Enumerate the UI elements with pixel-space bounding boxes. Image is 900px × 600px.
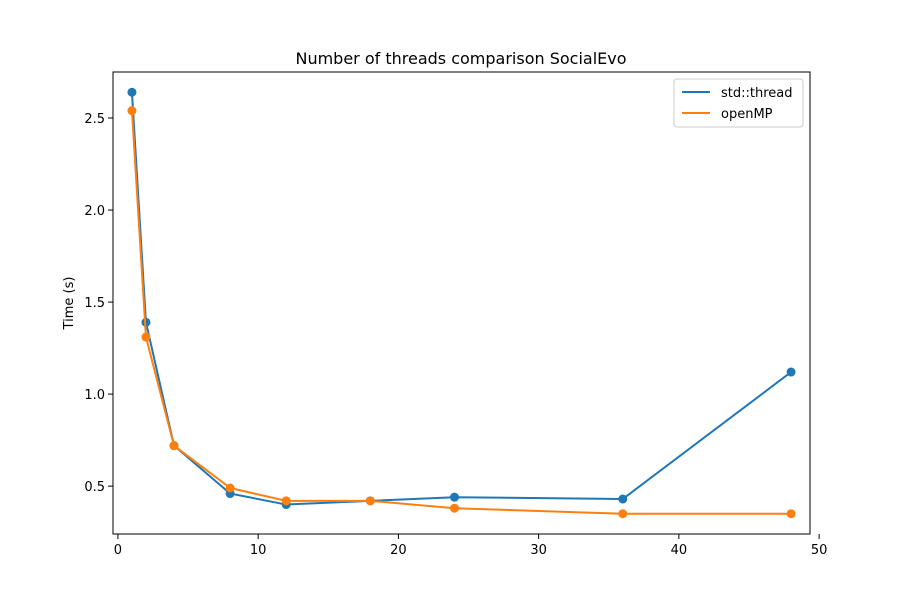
data-point-openmp bbox=[141, 332, 151, 342]
data-point-openmp bbox=[225, 483, 235, 493]
data-point-openmp bbox=[365, 496, 375, 506]
data-point-openmp bbox=[281, 496, 291, 506]
y-tick-label: 2.5 bbox=[84, 112, 105, 127]
series-line-openmp bbox=[130, 110, 792, 515]
plot-frame bbox=[112, 71, 811, 535]
series-line-std-thread bbox=[130, 92, 792, 506]
data-point-openmp bbox=[169, 441, 179, 451]
data-point-openmp bbox=[127, 106, 137, 116]
y-tick-label: 1.5 bbox=[84, 296, 105, 311]
x-tick-label: 40 bbox=[671, 543, 688, 558]
data-point-openmp bbox=[786, 509, 796, 519]
y-tick-label: 0.5 bbox=[84, 480, 105, 495]
x-tick-label: 0 bbox=[114, 543, 122, 558]
x-tick-label: 20 bbox=[390, 543, 407, 558]
y-tick-label: 2.0 bbox=[84, 204, 105, 219]
x-tick-label: 10 bbox=[250, 543, 267, 558]
data-point-std-thread bbox=[618, 494, 628, 504]
y-tick-label: 1.0 bbox=[84, 388, 105, 403]
chart-title: Number of threads comparison SocialEvo bbox=[295, 49, 626, 68]
plot-area: 0 10 20 30 40 50 0.5 1.0 1.5 2.0 2.5 std::threadope… bbox=[84, 71, 828, 558]
x-tick-label: 50 bbox=[811, 543, 828, 558]
data-point-openmp bbox=[449, 503, 459, 513]
legend-label: std::thread bbox=[721, 86, 793, 101]
data-point-openmp bbox=[618, 509, 628, 519]
legend-label: openMP bbox=[721, 107, 773, 122]
data-point-std-thread bbox=[127, 87, 137, 97]
data-point-std-thread bbox=[449, 492, 459, 502]
data-point-std-thread bbox=[786, 367, 796, 377]
x-tick-label: 30 bbox=[530, 543, 547, 558]
y-axis-label: Time (s) bbox=[62, 277, 77, 331]
